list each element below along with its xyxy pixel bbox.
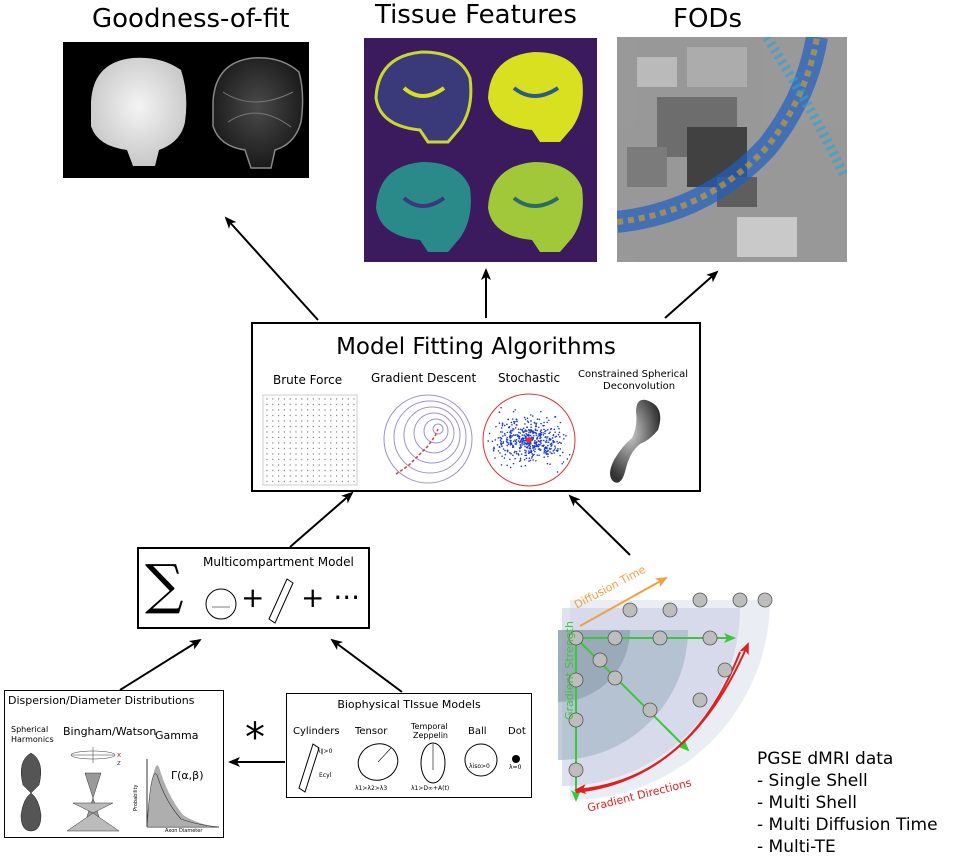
cylinder-lambda: λ∥>0: [317, 748, 333, 755]
acquisition-sample-glyph: [692, 692, 708, 708]
biophysical-box: Biophysical TIssue Models Cylinders Tens…: [286, 693, 532, 798]
acquisition-sample-glyph: [568, 712, 584, 728]
arrow-data-to-fitting: [568, 494, 631, 556]
acquisition-sample-glyph: [652, 630, 668, 646]
brute-force-grid: [262, 394, 358, 486]
acquisition-sample-glyph: [607, 630, 623, 646]
svg-text:z: z: [117, 759, 121, 767]
convolution-star: *: [245, 715, 265, 761]
axon-diameter-axis-label: Axon Diameter: [165, 828, 203, 834]
multicompartment-box: Multicompartment Model ∑ + + ···: [137, 547, 370, 629]
gamma-distribution-plot: [146, 759, 220, 828]
pgse-item: - Multi Shell: [757, 793, 857, 813]
tissue-features-title: Tissue Features: [375, 0, 577, 30]
arrow-to-fods: [664, 270, 719, 319]
method-gradient-descent: Gradient Descent: [371, 371, 477, 385]
bingham-watson-glyphs: x z: [66, 747, 121, 832]
acquisition-sample-glyph: [732, 592, 748, 608]
acquisition-sample-glyph: [692, 592, 708, 608]
spherical-harmonics-glyph: [20, 752, 42, 832]
method-stochastic: Stochastic: [498, 371, 561, 385]
spherical-harmonics-label-2: Harmonics: [11, 735, 54, 744]
dispersion-title: Dispersion/Diameter Distributions: [8, 694, 195, 707]
acquisition-sample-glyph: [702, 630, 718, 646]
multicompartment-title: Multicompartment Model: [203, 555, 354, 569]
acquisition-sample-glyph: [592, 652, 608, 668]
tensor-relation: λ1>λ2>λ3: [355, 785, 388, 792]
sum-symbol: ∑: [145, 553, 184, 616]
goodness-of-fit-title: Goodness-of-fit: [92, 4, 290, 34]
cylinder-model-icon: [298, 743, 320, 793]
acquisition-sample-glyph: [642, 702, 658, 718]
arrow-to-goodness: [224, 216, 319, 321]
ball-compartment-icon: [205, 588, 237, 620]
ball-model-icon: [464, 743, 498, 777]
dot-label: Dot: [508, 726, 526, 737]
pgse-item: - Multi-TE: [757, 837, 836, 857]
ball-relation: λiso>0: [469, 763, 490, 770]
stochastic-scatter: [482, 393, 576, 487]
fods-image: [617, 37, 847, 262]
arrow-biophysical-to-multicomp: [330, 638, 403, 693]
gradient-descent-contours: [383, 394, 473, 484]
goodness-of-fit-image: [63, 42, 309, 178]
bingham-watson-label: Bingham/Watson: [63, 725, 157, 738]
acquisition-sample-glyph: [757, 592, 773, 608]
gamma-function-label: Γ(α,β): [171, 769, 204, 782]
acquisition-sample-glyph: [717, 662, 733, 678]
gradient-strength-label: Gradient Strength: [563, 621, 576, 720]
pgse-item: - Multi Diffusion Time: [757, 815, 938, 835]
cylinder-compartment-icon: [268, 578, 294, 624]
cylinders-label: Cylinders: [293, 726, 340, 737]
pgse-data-list: PGSE dMRI data - Single Shell - Multi Sh…: [757, 748, 938, 858]
tensor-label: Tensor: [355, 726, 388, 737]
method-brute-force: Brute Force: [273, 373, 343, 387]
gamma-label: Gamma: [155, 729, 199, 742]
cylinder-ecyl: Ecyl: [319, 772, 332, 779]
zeppelin-model-icon: [420, 742, 446, 784]
tissue-features-image: [364, 38, 597, 262]
acquisition-sample-glyph: [568, 630, 584, 646]
arrow-dispersion-to-multicomp: [119, 638, 202, 691]
svg-text:x: x: [117, 751, 121, 759]
zeppelin-label: Zeppelin: [413, 731, 448, 740]
pgse-title: PGSE dMRI data: [757, 749, 894, 769]
plus-1: +: [241, 581, 265, 614]
dispersion-box: Dispersion/Diameter Distributions Spheri…: [4, 690, 224, 838]
plus-dots: + ···: [301, 581, 361, 614]
fods-title: FODs: [673, 4, 742, 34]
acquisition-sample-glyph: [662, 602, 678, 618]
probability-axis-label: Probability: [133, 784, 139, 811]
temporal-label: Temporal: [411, 722, 448, 731]
method-csd-line1: Constrained Spherical: [578, 369, 689, 380]
model-fitting-title: Model Fitting Algorithms: [336, 334, 616, 360]
ball-label: Ball: [468, 726, 487, 737]
acquisition-sample-glyph: [622, 602, 638, 618]
biophysical-title: Biophysical TIssue Models: [337, 698, 481, 711]
acquisition-scheme: [558, 577, 773, 802]
dot-relation: λ=0: [509, 764, 522, 771]
acquisition-sample-glyph: [568, 672, 584, 688]
zeppelin-relation: λ1>D∞+A(t): [411, 785, 450, 792]
model-fitting-box: Model Fitting Algorithms Brute Force Gra…: [251, 322, 701, 492]
arrow-multicomp-to-fitting: [289, 491, 354, 548]
tensor-model-icon: [357, 743, 399, 781]
acquisition-sample-glyph: [568, 762, 584, 778]
csd-glyph: [610, 399, 661, 483]
pgse-item: - Single Shell: [757, 771, 868, 791]
dot-model-icon: [512, 755, 520, 763]
spherical-harmonics-label-1: Spherical: [11, 725, 49, 734]
acquisition-sample-glyph: [607, 670, 623, 686]
method-csd-line2: Deconvolution: [603, 381, 676, 392]
